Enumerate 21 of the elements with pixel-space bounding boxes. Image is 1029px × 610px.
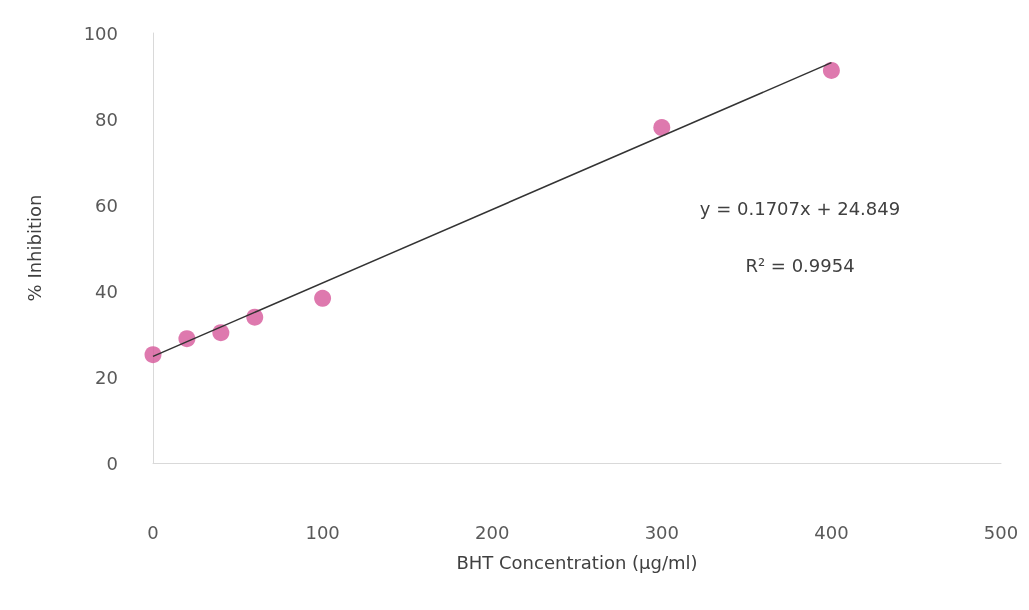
x-tick-label: 300 [644,521,679,543]
point [822,61,840,79]
x-tick-label: 500 [983,521,1019,543]
y-axis-title: % Inhibition [23,194,45,302]
x-tick-label: 400 [814,521,849,543]
y-tick-label: 100 [83,22,118,44]
annotation: R² = 0.9954 [745,254,855,276]
x-tick-label: 200 [475,521,510,543]
x-tick-label: 100 [305,521,340,543]
y-tick-label: 20 [95,366,118,388]
point [212,324,230,342]
point [653,119,671,137]
point [144,346,162,364]
x-tick-label: 0 [147,521,159,543]
point [314,289,332,307]
x-axis-title: BHT Concentration (µg/ml) [456,551,698,573]
y-tick-label: 80 [95,108,118,130]
y-tick-label: 40 [95,280,118,302]
annotation: y = 0.1707x + 24.849 [699,197,901,219]
y-tick-label: 60 [95,194,118,216]
y-tick-label: 0 [106,452,118,474]
